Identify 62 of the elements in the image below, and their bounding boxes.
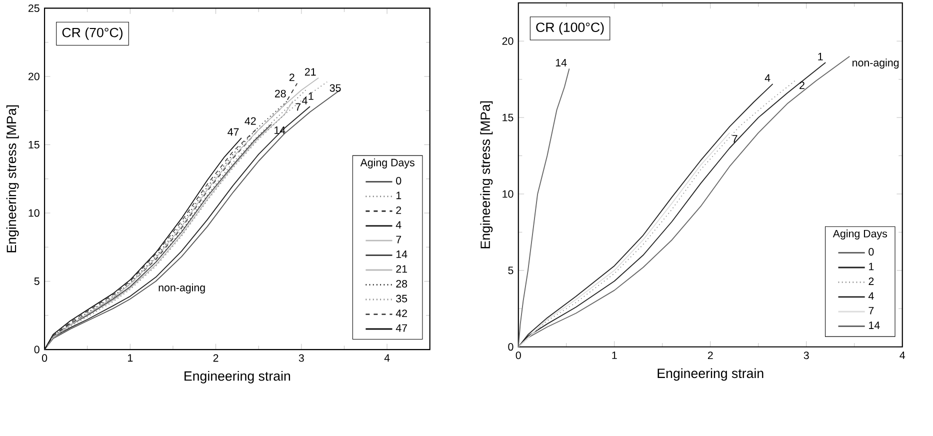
legend-label: 2 xyxy=(868,278,874,286)
legend-label: 14 xyxy=(396,250,408,258)
annotation: 7 xyxy=(296,104,301,111)
y-tick-label: 15 xyxy=(28,141,40,149)
legend-label: 4 xyxy=(396,221,402,229)
legend-label: 14 xyxy=(869,322,880,330)
y-tick-label: 20 xyxy=(502,38,514,46)
x-tick-label: 0 xyxy=(42,354,48,362)
x-tick-label: 4 xyxy=(384,354,390,362)
x-axis-title: Engineering strain xyxy=(184,371,290,384)
annotation: non-aging xyxy=(852,58,899,69)
legend-label: 7 xyxy=(396,236,402,244)
annotation: 4 xyxy=(764,74,770,82)
y-tick-label: 0 xyxy=(508,343,514,351)
legend-label: 21 xyxy=(396,265,407,273)
x-tick-label: 2 xyxy=(708,352,713,360)
legend-label: 35 xyxy=(396,295,408,303)
y-tick-label: 5 xyxy=(34,278,40,286)
text: CR (100°C) xyxy=(536,22,604,35)
x-tick-label: 2 xyxy=(213,354,218,362)
y-tick-label: 0 xyxy=(34,346,40,354)
legend-label: 47 xyxy=(396,324,407,332)
legend-label: 28 xyxy=(396,280,408,288)
x-tick-label: 4 xyxy=(900,352,906,360)
x-tick-label: 0 xyxy=(516,352,521,360)
y-tick-label: 5 xyxy=(508,266,514,274)
x-tick-label: 1 xyxy=(612,352,617,360)
annotation: 42 xyxy=(244,118,256,125)
x-tick-label: 3 xyxy=(298,354,304,362)
x-tick-label: 3 xyxy=(804,352,809,360)
legend-title: Aging Days xyxy=(832,230,888,240)
annotation: 7 xyxy=(732,135,738,143)
annotation: 2 xyxy=(289,74,294,82)
annotation: non-aging xyxy=(158,284,205,294)
y-axis-title: Engineering stress [MPa] xyxy=(480,102,493,248)
legend-label: 1 xyxy=(869,263,874,270)
y-tick-label: 10 xyxy=(28,209,40,217)
text: CR (70°C) xyxy=(62,28,122,40)
y-tick-label: 25 xyxy=(28,4,40,12)
y-axis-title: Engineering stress [MPa] xyxy=(6,106,19,252)
annotation: 14 xyxy=(556,59,567,67)
legend-title: Aging Days xyxy=(360,158,414,169)
annotation: 4 xyxy=(302,97,308,104)
x-axis-title: Engineering strain xyxy=(658,368,764,381)
y-tick-label: 15 xyxy=(502,114,514,122)
annotation: 35 xyxy=(330,84,341,92)
legend-label: 4 xyxy=(868,292,874,300)
legend-label: 1 xyxy=(396,192,402,200)
legend-label: 0 xyxy=(868,248,874,256)
y-tick-label: 20 xyxy=(28,72,40,80)
annotation: 1 xyxy=(818,53,823,60)
legend-label: 2 xyxy=(396,206,402,214)
annotation: 2 xyxy=(800,82,804,90)
legend-label: 0 xyxy=(396,177,402,185)
x-tick-label: 1 xyxy=(128,354,133,362)
legend-label: 7 xyxy=(868,307,874,315)
annotation: 47 xyxy=(228,128,239,136)
annotation: 21 xyxy=(304,68,316,76)
y-tick-label: 10 xyxy=(502,190,514,198)
legend-label: 42 xyxy=(396,310,407,318)
annotation: 1 xyxy=(308,92,314,100)
annotation: 28 xyxy=(274,90,286,98)
